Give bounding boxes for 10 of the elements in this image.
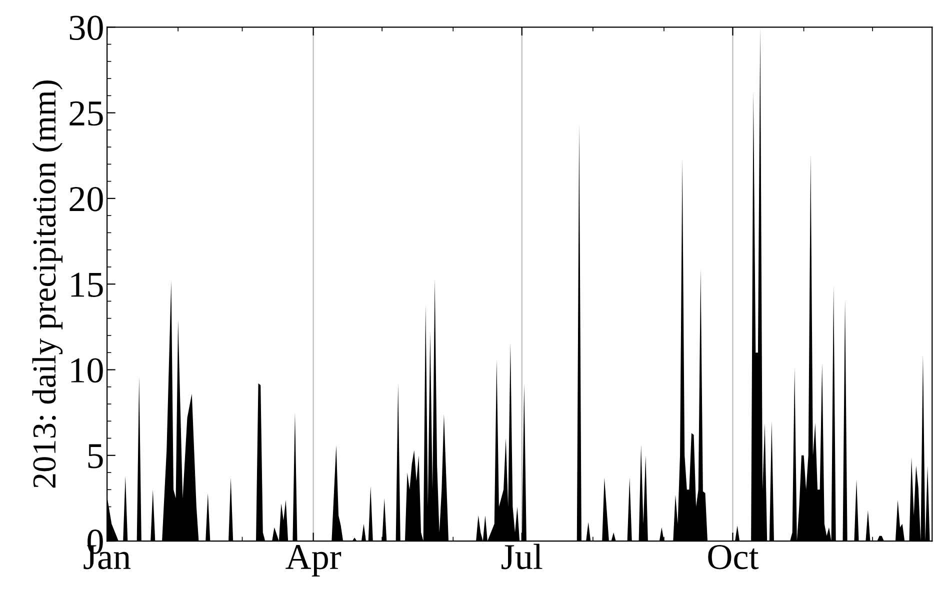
x-tick-label: Apr — [286, 545, 342, 577]
y-axis-title: 2013: daily precipitation (mm) — [32, 80, 63, 488]
y-tick-label: 15 — [71, 272, 103, 297]
y-tick-label: 10 — [71, 358, 103, 383]
y-tick-label: 25 — [70, 101, 103, 126]
y-tick-label: 20 — [70, 186, 103, 212]
x-tick-label: Oct — [708, 544, 759, 570]
y-tick-label: 30 — [70, 16, 103, 40]
x-tick-label: Jul — [502, 544, 542, 570]
y-tick-label: 5 — [88, 444, 103, 468]
